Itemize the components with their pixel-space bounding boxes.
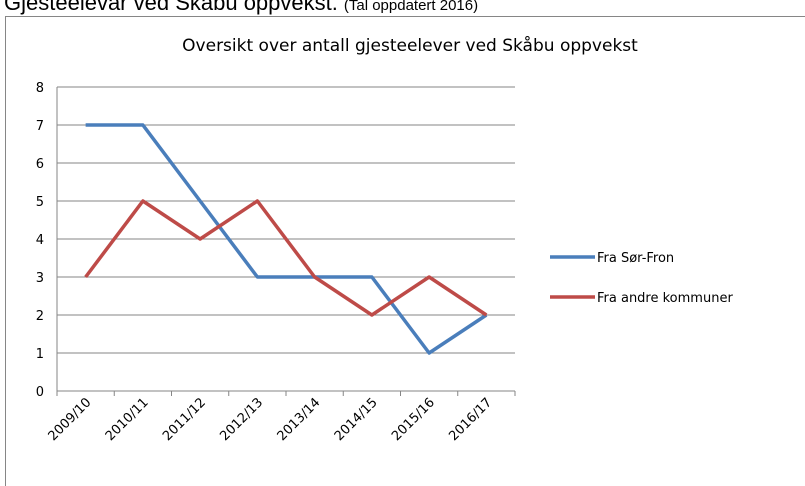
y-tick-label: 5 [36,195,44,210]
page-title: Gjesteelevar ved Skåbu oppvekst. (Tal opp… [4,0,478,15]
y-tick-label: 8 [36,81,44,96]
chart-title: Oversikt over antall gjesteelever ved Sk… [182,35,638,56]
y-tick-label: 7 [36,119,44,134]
page-title-note: (Tal oppdatert 2016) [344,0,478,14]
chart-border [5,16,805,486]
y-tick-label: 2 [36,309,44,324]
y-tick-label: 0 [36,385,44,400]
legend-label: Fra andre kommuner [597,291,733,306]
y-tick-label: 4 [36,233,44,248]
series-line [84,199,488,317]
legend-label: Fra Sør-Fron [597,251,674,266]
y-tick-label: 3 [36,271,44,286]
series-line [85,123,488,355]
y-tick-label: 6 [36,157,44,172]
page-title-main: Gjesteelevar ved Skåbu oppvekst. [4,0,338,15]
y-tick-label: 1 [36,347,44,362]
